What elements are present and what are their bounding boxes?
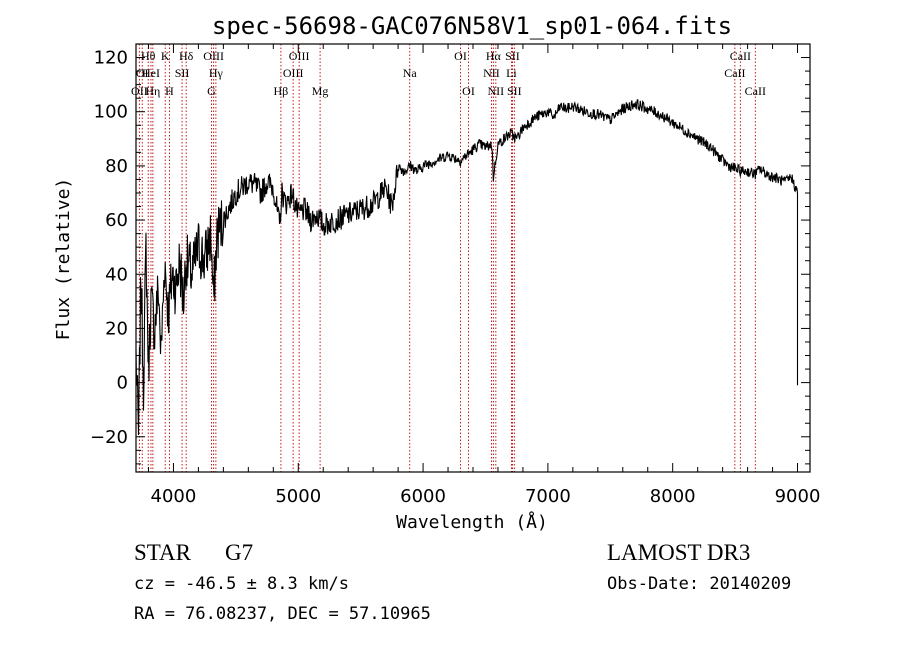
- subclass-label: G7: [224, 540, 254, 565]
- x-tick-label: 4000: [151, 486, 197, 507]
- obs-date-text: Obs-Date: 20140209: [607, 574, 792, 594]
- y-tick-label: 40: [105, 264, 128, 285]
- line-label: Na: [403, 66, 418, 80]
- line-label: Hθ: [141, 49, 156, 63]
- line-label: OIII: [203, 49, 224, 63]
- chart-title: spec-56698-GAC076N58V1_sp01-064.fits: [212, 12, 732, 40]
- x-tick-label: 7000: [525, 486, 571, 507]
- survey-label: LAMOST DR3: [607, 540, 751, 565]
- line-label: NII: [488, 84, 505, 98]
- line-label: CaII: [724, 66, 745, 80]
- x-tick-label: 5000: [275, 486, 321, 507]
- y-axis-ticks: −20 0 20 40 60 80 100 120: [90, 48, 810, 465]
- line-label: H: [165, 84, 174, 98]
- line-label: OIII: [289, 49, 310, 63]
- line-label: Mg: [312, 84, 329, 98]
- line-label: CaII: [745, 84, 766, 98]
- line-label: OIII: [283, 66, 304, 80]
- spectral-line-markers: [138, 44, 756, 472]
- x-axis-ticks: 4000 5000 6000 7000 8000 9000: [147, 44, 821, 507]
- line-label: Hη: [145, 84, 160, 98]
- x-tick-label: 9000: [775, 486, 821, 507]
- x-tick-label: 6000: [400, 486, 446, 507]
- line-label: OI: [136, 66, 149, 80]
- y-tick-label: 60: [105, 210, 128, 231]
- y-axis-label: Flux (relative): [53, 178, 74, 341]
- redshift-text: cz = -46.5 ± 8.3 km/s: [134, 574, 349, 594]
- y-tick-label: 120: [94, 48, 128, 69]
- line-label: Hα: [486, 49, 502, 63]
- line-label: CaII: [730, 49, 751, 63]
- line-label: OII: [131, 84, 148, 98]
- coordinates-text: RA = 76.08237, DEC = 57.10965: [134, 604, 431, 624]
- y-tick-label: −20: [90, 427, 128, 448]
- line-label: Hγ: [209, 66, 224, 80]
- line-label: G: [207, 84, 216, 98]
- line-label: Li: [506, 66, 517, 80]
- line-label: OI: [454, 49, 467, 63]
- line-label: K: [161, 49, 170, 63]
- line-label: OI: [462, 84, 475, 98]
- line-label: SII: [175, 66, 190, 80]
- x-tick-label: 8000: [650, 486, 696, 507]
- line-label: Hδ: [179, 49, 194, 63]
- line-label: Hβ: [274, 84, 289, 98]
- spectrum-line: [135, 99, 799, 436]
- plot-frame: [135, 43, 811, 473]
- y-tick-label: 80: [105, 156, 128, 177]
- object-class: STAR G7: [134, 540, 253, 566]
- x-axis-label: Wavelength (Å): [396, 511, 548, 533]
- y-tick-label: 100: [94, 102, 128, 123]
- line-label: SII: [505, 49, 520, 63]
- line-label: NII: [483, 66, 500, 80]
- y-tick-label: 20: [105, 318, 128, 339]
- y-tick-label: 0: [117, 373, 128, 394]
- class-label: STAR: [134, 540, 191, 565]
- line-label: HeI: [142, 66, 160, 80]
- line-label: SII: [507, 84, 522, 98]
